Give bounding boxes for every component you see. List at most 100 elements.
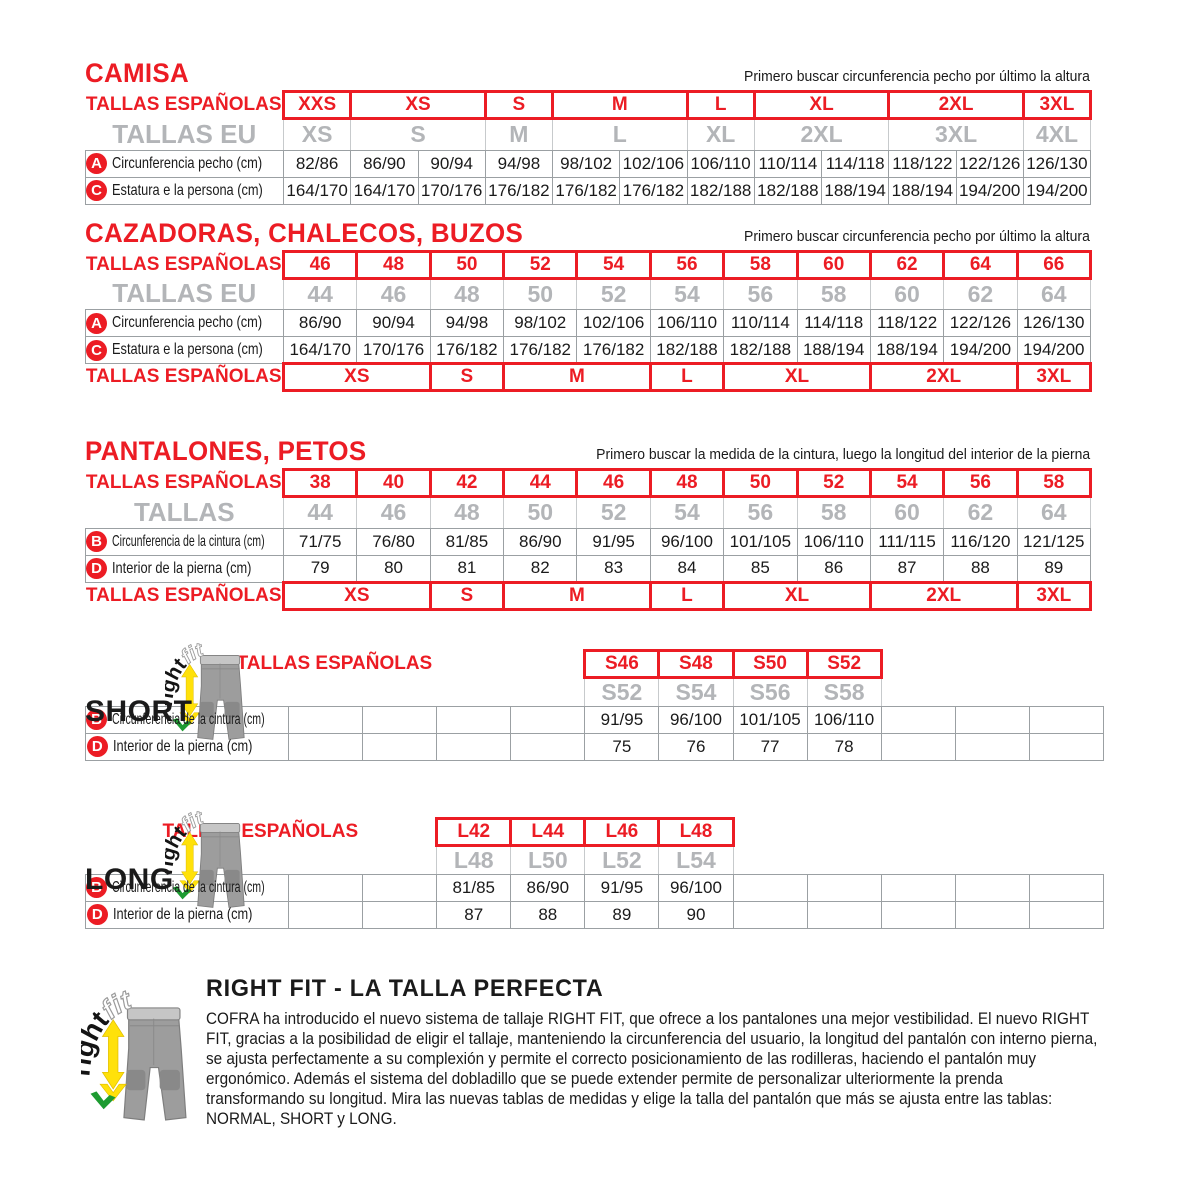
value-cell: 122/126 xyxy=(943,309,1018,337)
value-cell xyxy=(732,873,808,902)
pantalones-es-row: TALLAS ESPAÑOLAS 38 40 42 44 46 48 50 52 54 56 58 xyxy=(86,468,1092,498)
blank-cell xyxy=(881,650,1103,677)
letter-badge-b: B xyxy=(86,531,107,552)
eu-size-cell: 58 xyxy=(796,496,871,529)
eu-size-cell: M xyxy=(484,118,554,151)
value-cell: 96/100 xyxy=(658,705,734,734)
es-size-cell: S52 xyxy=(805,648,883,679)
letter-badge-d: D xyxy=(86,558,107,579)
value-cell: 116/120 xyxy=(943,527,1018,556)
es-size-cell: XXS xyxy=(281,90,353,120)
value-cell: 80 xyxy=(356,554,431,583)
short-es-label: TALLAS ESPAÑOLAS xyxy=(236,652,433,674)
value-cell: 164/170 xyxy=(350,176,419,205)
cazadoras-measure-row: C Estatura e la persona (cm) 164/170 170/17… xyxy=(85,336,1091,364)
camisa-eu-label: TALLAS EU xyxy=(112,118,257,149)
value-cell xyxy=(436,732,512,761)
value-cell: 126/130 xyxy=(1022,149,1092,178)
es-size-cell: 56 xyxy=(648,249,726,280)
camisa-measure-row: C Estatura e la persona (cm) 164/170 164/17… xyxy=(85,176,1092,205)
eu-size-cell: 60 xyxy=(869,496,945,529)
value-cell xyxy=(510,705,586,734)
value-cell: 188/194 xyxy=(796,336,871,364)
rightfit-title: RIGHT FIT - LA TALLA PERFECTA xyxy=(206,974,604,1002)
cazadoras-eu-label: TALLAS EU xyxy=(112,278,257,308)
es-size-cell: L42 xyxy=(435,816,513,847)
value-cell: 79 xyxy=(282,554,358,583)
blank-cell xyxy=(733,818,1103,845)
value-cell: 101/105 xyxy=(723,527,798,556)
value-cell: 106/110 xyxy=(686,149,755,178)
value-cell xyxy=(287,732,364,761)
value-cell: 106/110 xyxy=(649,309,725,337)
value-cell xyxy=(954,900,1030,929)
es-size-cell: 40 xyxy=(355,468,432,498)
value-cell: 86/90 xyxy=(350,149,419,178)
value-cell: 94/98 xyxy=(484,149,554,178)
short-eu-row: S52 S54 S56 S58 xyxy=(86,676,1104,707)
es-size-cell: 42 xyxy=(428,468,506,498)
value-cell: 188/194 xyxy=(888,176,957,205)
camisa-eu-row: TALLAS EU XS S M L XL 2XL 3XL 4XL xyxy=(86,118,1092,151)
long-measure-row: D Interior de la pierna (cm) 87 88 89 90 xyxy=(85,900,1104,929)
value-cell: 82/86 xyxy=(282,149,352,178)
es-size-cell: L xyxy=(648,362,726,392)
es-size-cell: 60 xyxy=(795,249,872,280)
pantalones-measure-row: B Circunferencia de la cintura (cm) 71/75 7… xyxy=(85,527,1091,556)
value-cell: 194/200 xyxy=(1022,176,1092,205)
value-cell: 81/85 xyxy=(429,527,505,556)
value-cell: 164/170 xyxy=(282,176,352,205)
cazadoras-table: TALLAS ESPAÑOLAS 46 48 50 52 54 56 58 60 62 64 66 TA… xyxy=(85,249,1092,392)
es-size-cell: 46 xyxy=(575,468,652,498)
value-cell: 176/182 xyxy=(619,176,688,205)
es-size-cell: 62 xyxy=(868,249,946,280)
value-cell: 121/125 xyxy=(1016,527,1091,556)
value-cell: 81 xyxy=(429,554,505,583)
value-cell: 90/94 xyxy=(356,309,431,337)
letter-badge-d: D xyxy=(86,736,108,757)
value-cell xyxy=(954,732,1030,761)
measure-label: Circunferencia de la cintura (cm) xyxy=(112,878,265,896)
long-label: LONG xyxy=(85,862,174,896)
es-size-cell: L46 xyxy=(583,816,661,847)
value-cell xyxy=(436,705,512,734)
long-table: TALLAS ESPAÑOLAS L42 L44 L46 L48 L48 L50 L52 L54… xyxy=(85,816,1104,929)
camisa-row-label: C Estatura e la persona (cm) xyxy=(85,176,284,205)
eu-size-cell: 52 xyxy=(576,277,651,310)
letter-badge-d: D xyxy=(86,904,108,925)
es-size-cell: XS xyxy=(282,362,432,392)
measure-label: Interior de la pierna (cm) xyxy=(112,737,253,755)
pantalones-title: PANTALONES, PETOS xyxy=(85,436,367,466)
value-cell: 126/130 xyxy=(1016,309,1091,337)
value-cell: 118/122 xyxy=(869,309,945,337)
value-cell: 176/182 xyxy=(576,336,651,364)
es-size-cell: S xyxy=(428,580,506,611)
short-es-row: TALLAS ESPAÑOLAS S46 S48 S50 S52 xyxy=(86,648,1104,679)
eu-size-cell: 4XL xyxy=(1022,118,1092,151)
value-cell: 176/182 xyxy=(552,176,621,205)
eu-size-cell: L48 xyxy=(436,844,512,875)
value-cell: 106/110 xyxy=(806,705,882,734)
value-cell: 101/105 xyxy=(732,705,808,734)
es-size-cell: L xyxy=(648,580,726,611)
es-size-cell: S48 xyxy=(657,648,735,679)
value-cell: 87 xyxy=(436,900,512,929)
value-cell xyxy=(287,900,364,929)
cazadoras-bottom-es-label: TALLAS ESPAÑOLAS xyxy=(85,366,282,388)
long-section: LONG TALLAS ESPAÑOLAS L42 L44 L46 L48 L48 L50 L… xyxy=(85,810,1110,955)
value-cell xyxy=(806,900,882,929)
es-size-cell: 46 xyxy=(281,249,359,280)
eu-size-cell: 62 xyxy=(943,496,1018,529)
value-cell: 96/100 xyxy=(658,873,734,902)
value-cell xyxy=(880,705,956,734)
value-cell: 188/194 xyxy=(869,336,945,364)
es-size-cell: 3XL xyxy=(1021,90,1093,120)
measure-label: Circunferencia de la cintura (cm) xyxy=(112,532,265,550)
eu-size-cell: XS xyxy=(282,118,352,151)
es-size-cell: 48 xyxy=(648,468,726,498)
es-size-cell: 54 xyxy=(868,468,946,498)
es-size-cell: M xyxy=(502,362,652,392)
value-cell: 164/170 xyxy=(282,336,358,364)
es-size-cell: XL xyxy=(722,580,872,611)
camisa-note: Primero buscar circunferencia pecho por … xyxy=(744,68,1090,85)
